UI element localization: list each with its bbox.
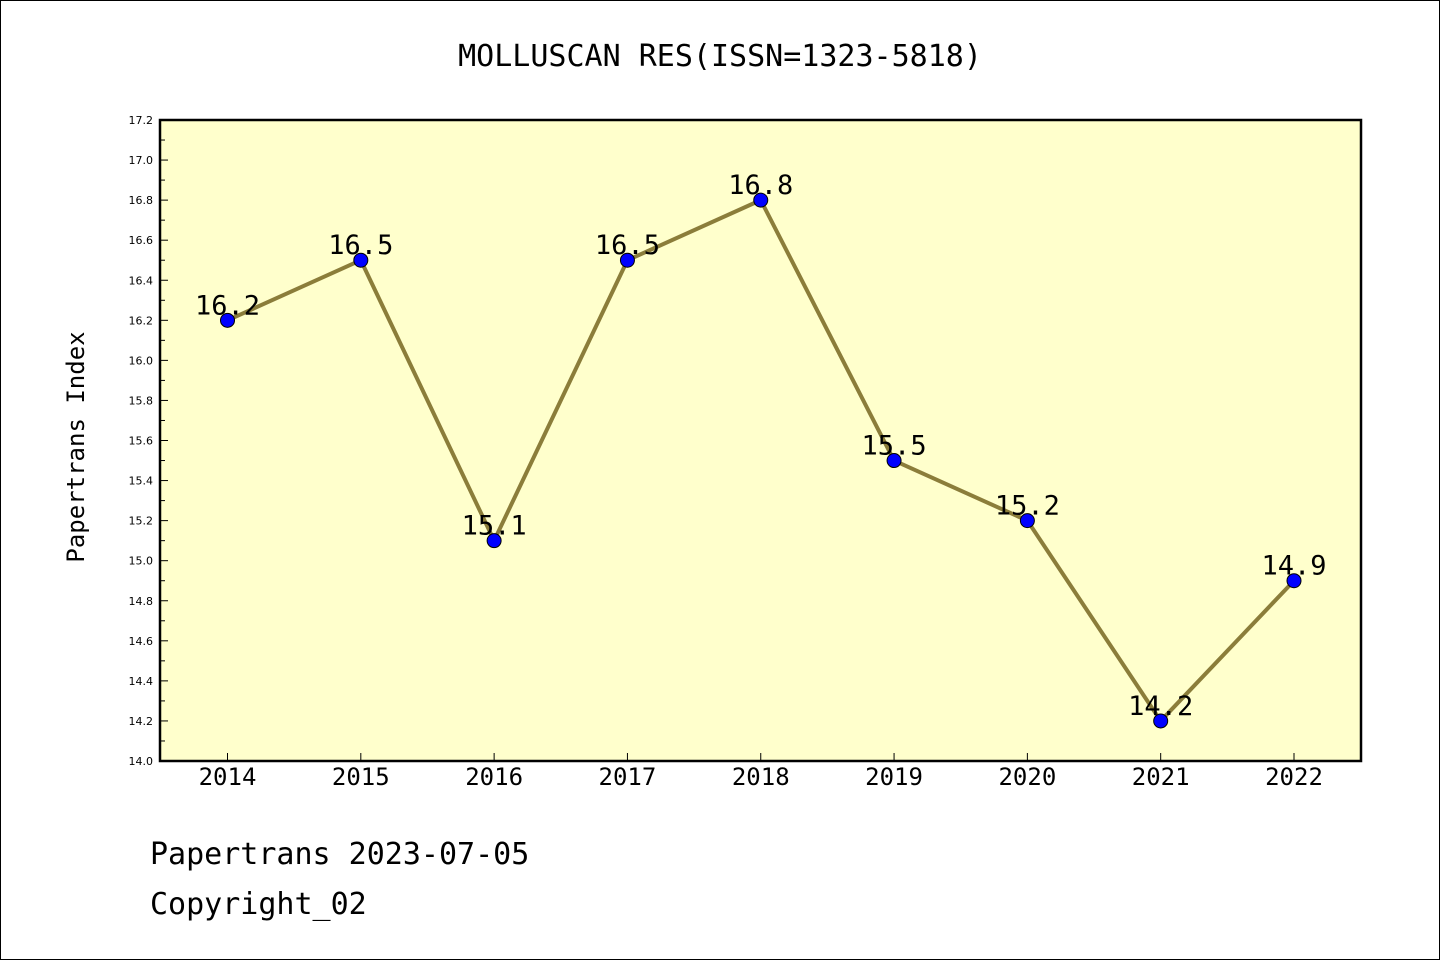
footer-date: Papertrans 2023-07-05 bbox=[150, 837, 529, 872]
data-label: 15.2 bbox=[995, 491, 1060, 522]
data-point bbox=[1286, 573, 1302, 589]
data-label: 14.2 bbox=[1128, 691, 1193, 722]
data-label: 16.8 bbox=[728, 170, 793, 201]
y-tick-label: 16.0 bbox=[129, 354, 154, 367]
data-point bbox=[1153, 713, 1169, 729]
data-point bbox=[886, 453, 902, 469]
data-label: 15.5 bbox=[862, 431, 927, 462]
data-point bbox=[753, 192, 769, 208]
data-point bbox=[220, 312, 235, 328]
x-tick-label: 2015 bbox=[332, 763, 390, 791]
data-point bbox=[353, 252, 369, 268]
x-tick-label: 2014 bbox=[199, 763, 257, 791]
x-tick-label: 2022 bbox=[1265, 763, 1323, 791]
data-point bbox=[1019, 513, 1035, 529]
y-tick-label: 14.6 bbox=[129, 635, 154, 648]
x-tick-label: 2021 bbox=[1132, 763, 1190, 791]
data-point bbox=[619, 252, 635, 268]
data-label: 16.5 bbox=[328, 230, 393, 261]
x-tick-label: 2016 bbox=[465, 763, 523, 791]
y-tick-label: 15.8 bbox=[129, 394, 154, 407]
y-tick-label: 15.2 bbox=[129, 515, 154, 528]
x-tick-label: 2019 bbox=[865, 763, 923, 791]
y-tick-label: 16.2 bbox=[129, 314, 154, 327]
y-tick-label: 14.8 bbox=[129, 595, 154, 608]
plot-area bbox=[158, 118, 1363, 763]
y-tick-label: 15.4 bbox=[129, 475, 154, 488]
y-tick-label: 17.0 bbox=[129, 154, 154, 167]
data-label: 16.5 bbox=[595, 230, 660, 261]
y-tick-label: 15.0 bbox=[129, 555, 154, 568]
y-tick-label: 14.4 bbox=[129, 675, 154, 688]
chart-title: MOLLUSCAN RES(ISSN=1323-5818) bbox=[458, 39, 982, 74]
y-tick-label: 16.8 bbox=[129, 194, 154, 207]
y-tick-label: 14.0 bbox=[129, 755, 154, 768]
y-tick-label: 16.4 bbox=[129, 274, 154, 287]
series-papertrans-index: 16.2 16.5 15.1 16.5 16.8 15.5 15.2 14.2 14.9 bbox=[195, 170, 1327, 729]
data-label: 16.2 bbox=[195, 290, 260, 321]
y-tick-label: 14.2 bbox=[129, 715, 154, 728]
y-axis: 14.0 14.2 14.4 14.6 14.8 15.0 15.2 15.4 15.6 15.8… bbox=[129, 114, 168, 768]
y-axis-label: Papertrans Index bbox=[62, 331, 90, 562]
data-label: 14.9 bbox=[1261, 551, 1326, 582]
x-tick-label: 2017 bbox=[599, 763, 657, 791]
data-point bbox=[486, 533, 502, 549]
data-label: 15.1 bbox=[462, 511, 527, 542]
y-tick-label: 16.6 bbox=[129, 234, 154, 247]
y-tick-label: 17.2 bbox=[129, 114, 154, 127]
x-axis: 2014 2015 2016 2017 2018 2019 2020 2021 2022 bbox=[199, 753, 1323, 791]
x-tick-label: 2018 bbox=[732, 763, 790, 791]
footer-copyright: Copyright_02 bbox=[150, 887, 367, 922]
x-tick-label: 2020 bbox=[998, 763, 1056, 791]
y-tick-label: 15.6 bbox=[129, 435, 154, 448]
